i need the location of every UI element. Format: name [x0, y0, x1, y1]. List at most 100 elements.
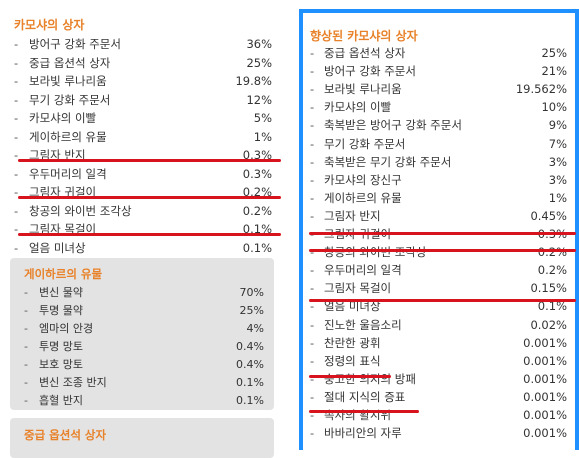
list-item: - 보라빛 루나리움 19.8%: [0, 72, 282, 91]
bullet-dash: -: [14, 222, 19, 236]
item-probability: 25%: [246, 55, 272, 70]
highlight-underline: [18, 159, 281, 162]
item-probability: 0.2%: [242, 203, 272, 218]
item-probability: 0.1%: [242, 240, 272, 255]
list-item: - 우두머리의 일격 0.2%: [303, 261, 575, 280]
item-name: 흡혈 반지: [39, 394, 83, 407]
bullet-dash: -: [310, 190, 315, 205]
bullet-dash: -: [24, 394, 28, 407]
item-name: 보호 망토: [39, 358, 83, 371]
highlight-underline: [309, 299, 576, 302]
bullet-dash: -: [24, 340, 28, 353]
item-probability: 1%: [548, 190, 567, 205]
left-panel-title: 카모샤의 상자: [14, 18, 85, 32]
list-item: - 절대 지식의 증표 0.001%: [303, 388, 575, 407]
item-name: 정령의 표식: [324, 353, 381, 368]
item-name: 카모샤의 장신구: [324, 172, 402, 187]
item-probability: 0.001%: [523, 426, 567, 441]
list-item: - 무기 강화 주문서 12%: [0, 91, 282, 110]
item-probability: 0.001%: [523, 389, 567, 404]
bullet-dash: -: [310, 118, 315, 133]
list-item: - 얼음 미녀상 0.1%: [303, 297, 575, 316]
item-probability: 4%: [246, 322, 264, 335]
list-item: - 엠마의 안경 4%: [10, 319, 274, 338]
bullet-dash: -: [14, 111, 19, 125]
bullet-dash: -: [14, 37, 19, 51]
bullet-dash: -: [310, 100, 315, 115]
sub-box-title: 게이하르의 유물: [24, 267, 103, 281]
bullet-dash: -: [24, 286, 28, 299]
item-name: 카모샤의 이빨: [324, 100, 392, 115]
item-probability: 0.45%: [530, 208, 567, 223]
list-item: - 그림자 반지 0.45%: [303, 207, 575, 226]
list-item: - 보호 망토 0.4%: [10, 355, 274, 374]
item-name: 얼음 미녀상: [324, 299, 381, 314]
item-probability: 0.1%: [242, 222, 272, 236]
bullet-dash: -: [14, 148, 19, 162]
item-probability: 25%: [541, 46, 567, 60]
list-item: - 진노한 울음소리 0.02%: [303, 316, 575, 335]
list-item: - 게이하르의 유물 1%: [0, 128, 282, 147]
item-name: 숭고한 의지의 방패: [324, 371, 416, 386]
highlight-underline: [18, 196, 281, 199]
bullet-dash: -: [24, 304, 28, 317]
item-name: 축복받은 무기 강화 주문서: [324, 154, 452, 169]
list-item: - 그림자 목걸이 0.1%: [0, 220, 282, 239]
bullet-dash: -: [310, 408, 315, 422]
highlight-underline: [309, 232, 576, 235]
item-probability: 70%: [239, 286, 264, 299]
item-name: 무기 강화 주문서: [324, 136, 406, 151]
bullet-dash: -: [14, 166, 19, 181]
bullet-dash: -: [310, 353, 315, 368]
item-probability: 0.1%: [236, 376, 264, 389]
list-item: - 그림자 반지 0.3%: [0, 146, 282, 165]
item-probability: 5%: [253, 111, 272, 125]
item-probability: 0.3%: [242, 166, 272, 181]
item-probability: 9%: [548, 118, 567, 133]
item-name: 투명 망토: [39, 340, 83, 353]
bullet-dash: -: [14, 185, 19, 199]
list-item: - 그림자 귀걸이 0.2%: [0, 183, 282, 202]
item-probability: 0.4%: [236, 358, 264, 371]
item-name: 중급 옵션석 상자: [29, 55, 111, 70]
sub-box-option-stone: 중급 옵션석 상자: [10, 418, 274, 458]
item-name: 창공의 와이번 조각상: [29, 203, 132, 218]
item-probability: 0.2%: [537, 263, 567, 278]
item-name: 창공의 와이번 조각상: [324, 245, 427, 260]
bullet-dash: -: [14, 129, 19, 144]
item-probability: 3%: [548, 154, 567, 169]
item-name: 진노한 울음소리: [324, 317, 402, 332]
item-name: 속사의 활시위: [324, 408, 392, 422]
item-probability: 21%: [541, 64, 567, 79]
bullet-dash: -: [14, 240, 19, 255]
item-probability: 0.15%: [530, 281, 567, 296]
item-probability: 0.2%: [242, 185, 272, 199]
list-item: - 축복받은 방어구 강화 주문서 9%: [303, 116, 575, 135]
bullet-dash: -: [14, 74, 19, 88]
item-probability: 36%: [246, 37, 272, 51]
highlight-underline: [309, 375, 391, 378]
item-probability: 10%: [541, 100, 567, 115]
list-item: - 창공의 와이번 조각상 0.2%: [0, 202, 282, 221]
bullet-dash: -: [310, 426, 315, 441]
item-probability: 0.001%: [523, 408, 567, 422]
item-probability: 19.8%: [235, 74, 272, 88]
item-probability: 0.001%: [523, 335, 567, 350]
list-item: - 속사의 활시위 0.001%: [303, 406, 575, 425]
list-item: - 투명 물약 25%: [10, 301, 274, 320]
list-item: - 중급 옵션석 상자 25%: [0, 54, 282, 73]
bullet-dash: -: [310, 389, 315, 404]
item-name: 우두머리의 일격: [29, 166, 107, 181]
item-name: 방어구 강화 주문서: [324, 64, 416, 79]
item-name: 얼음 미녀상: [29, 240, 86, 255]
bullet-dash: -: [310, 317, 315, 332]
bullet-dash: -: [24, 322, 28, 335]
item-name: 그림자 귀걸이: [29, 185, 97, 199]
list-item: - 정령의 표식 0.001%: [303, 352, 575, 371]
item-probability: 0.1%: [236, 394, 264, 407]
bullet-dash: -: [310, 64, 315, 79]
list-item: - 방어구 강화 주문서 36%: [0, 35, 282, 54]
list-item: - 얼음 미녀상 0.1%: [0, 239, 282, 258]
highlight-underline: [18, 233, 281, 236]
bullet-dash: -: [310, 335, 315, 350]
